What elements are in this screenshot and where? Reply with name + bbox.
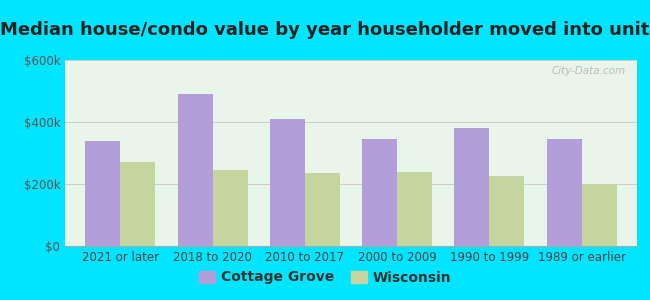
Bar: [213, 170, 248, 246]
Bar: [270, 119, 305, 246]
Bar: [397, 172, 432, 246]
Bar: [547, 139, 582, 246]
Bar: [177, 94, 213, 246]
Bar: [489, 176, 525, 246]
Text: City-Data.com: City-Data.com: [551, 66, 625, 76]
Bar: [362, 139, 397, 246]
Bar: [85, 141, 120, 246]
Bar: [582, 184, 617, 246]
Legend: Cottage Grove, Wisconsin: Cottage Grove, Wisconsin: [193, 265, 457, 290]
Bar: [120, 162, 155, 246]
Bar: [454, 128, 489, 246]
Text: Median house/condo value by year householder moved into unit: Median house/condo value by year househo…: [0, 21, 650, 39]
Bar: [305, 173, 340, 246]
